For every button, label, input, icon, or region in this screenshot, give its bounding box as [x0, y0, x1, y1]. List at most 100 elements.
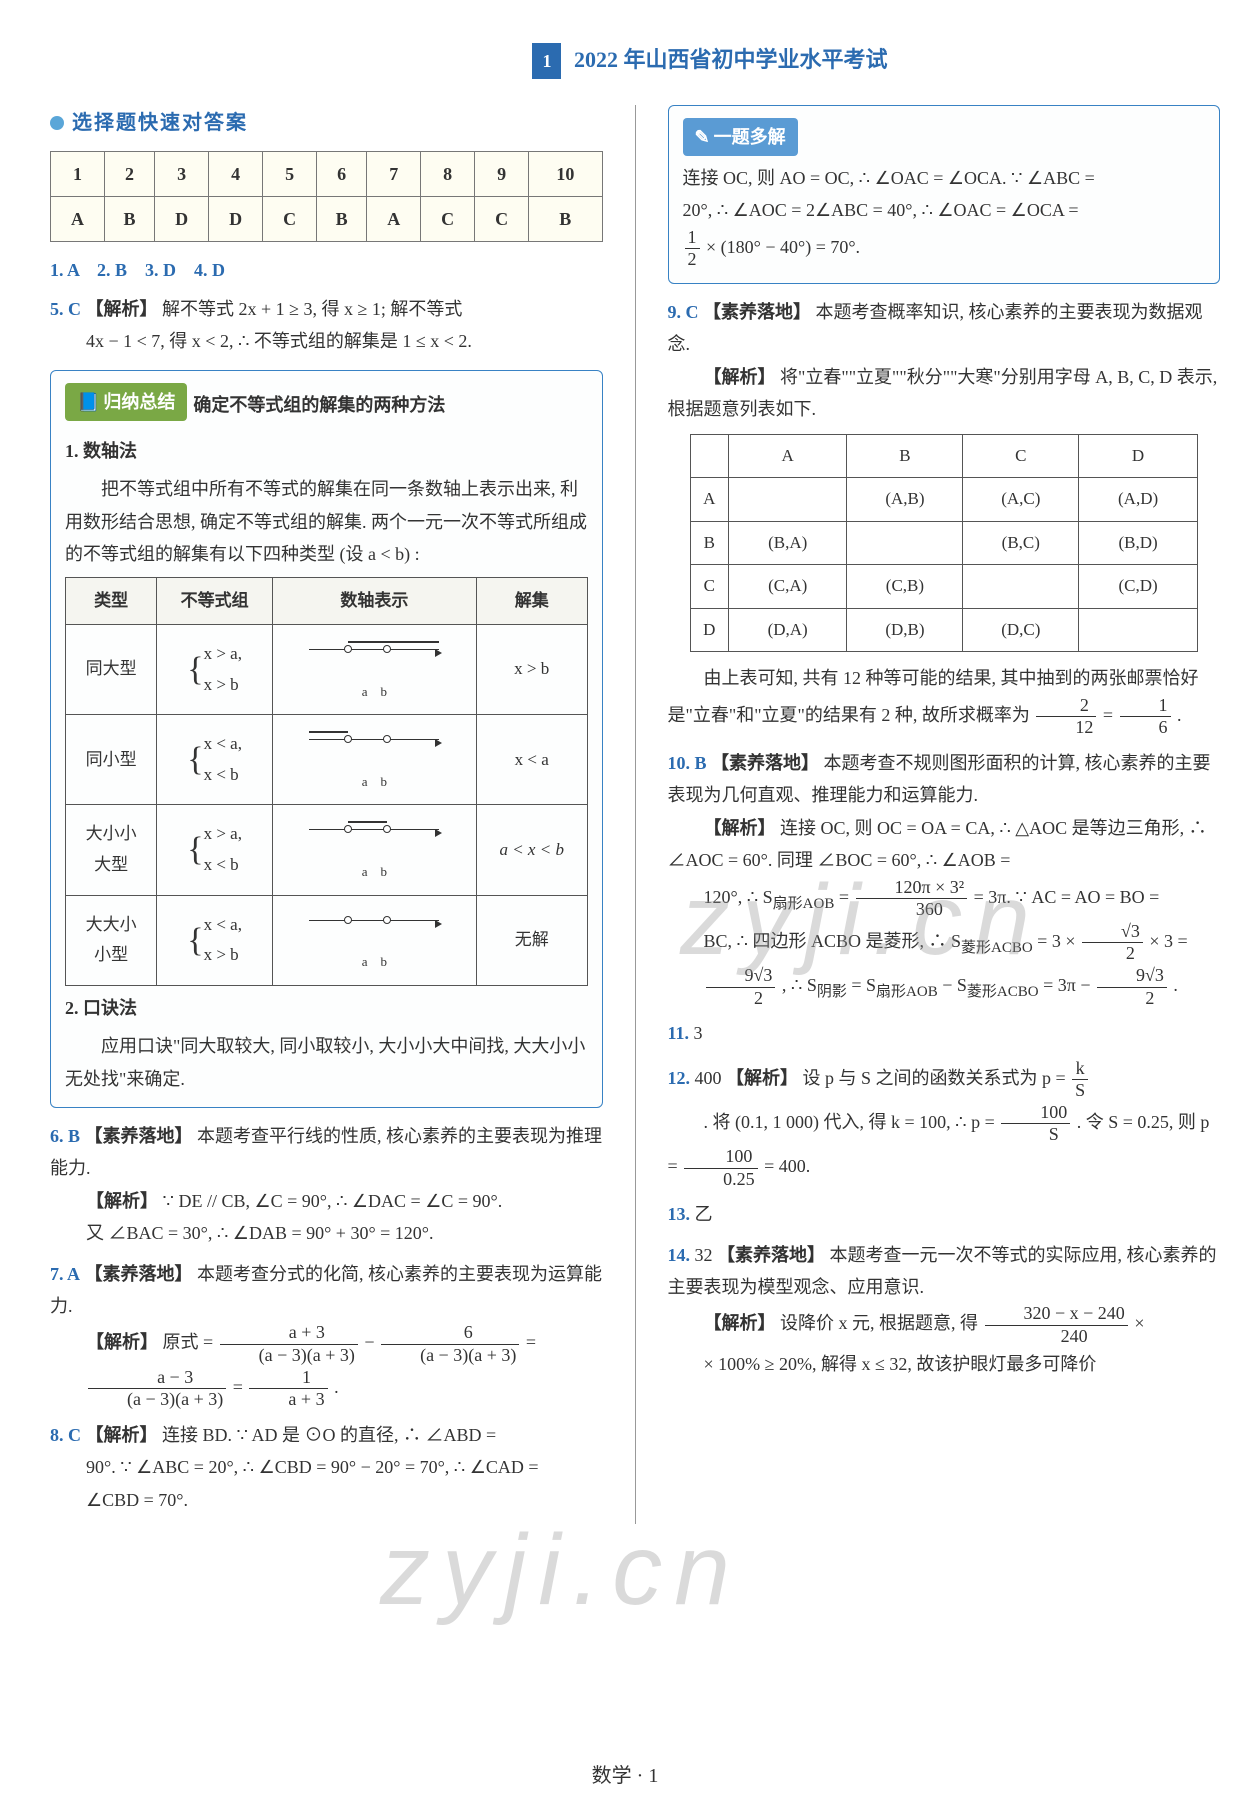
cell: (C,B)	[847, 565, 963, 609]
answer: 32	[695, 1245, 713, 1265]
q13: 13. 乙	[668, 1198, 1221, 1230]
q12: 12. 400 【解析】 设 p 与 S 之间的函数关系式为 p = kS . …	[668, 1058, 1221, 1191]
q6: 6. B 【素养落地】 本题考查平行线的性质, 核心素养的主要表现为推理能力. …	[50, 1120, 603, 1250]
th: 数轴表示	[272, 577, 476, 625]
text: 由上表可知, 共有 12 种等可能的结果, 其中抽到的两张邮票恰好是"立春"和"…	[668, 662, 1221, 739]
cell: D	[1079, 434, 1198, 478]
cell: C	[421, 196, 475, 241]
answer-table: 1 2 3 4 5 6 7 8 9 10 A B D D C B A C C B	[50, 151, 603, 243]
cell	[1079, 608, 1198, 652]
cell: 10	[529, 151, 602, 196]
tag: 【素养落地】	[717, 1245, 825, 1265]
numberline-cell: a b	[272, 895, 476, 985]
column-divider	[635, 105, 636, 1524]
inequality-table: 类型 不等式组 数轴表示 解集 同大型 {x > a,x > b a b x >…	[65, 577, 588, 986]
numberline-cell: a b	[272, 625, 476, 715]
q7: 7. A 【素养落地】 本题考查分式的化简, 核心素养的主要表现为运算能力. 【…	[50, 1258, 603, 1411]
cell: (B,C)	[963, 521, 1079, 565]
method2-title: 2. 口诀法	[65, 992, 588, 1024]
table-row: 1 2 3 4 5 6 7 8 9 10	[51, 151, 603, 196]
table-row: 大小小大型 {x > a,x < b a b a < x < b	[66, 805, 588, 895]
q-num: 7. A	[50, 1264, 80, 1284]
cell: C	[690, 565, 728, 609]
analysis: 【解析】 连接 OC, 则 OC = OA = CA, ∴ △AOC 是等边三角…	[668, 812, 1221, 877]
summary-box: 📘归纳总结 确定不等式组的解集的两种方法 1. 数轴法 把不等式组中所有不等式的…	[50, 370, 603, 1108]
frac-line: a − 3(a − 3)(a + 3) = 1a + 3 .	[50, 1367, 603, 1411]
cell: (A,B)	[847, 478, 963, 522]
cell: 6	[317, 151, 367, 196]
cell: 5	[263, 151, 317, 196]
tag: 【素养落地】	[703, 302, 811, 322]
cell: (C,A)	[728, 565, 847, 609]
cell: D	[155, 196, 209, 241]
quick-answers-title: 选择题快速对答案	[72, 105, 248, 141]
numberline-cell: a b	[272, 805, 476, 895]
cell: (B,D)	[1079, 521, 1198, 565]
th: 解集	[476, 577, 587, 625]
cell: 8	[421, 151, 475, 196]
cell: 无解	[476, 895, 587, 985]
text: 设 p 与 S 之间的函数关系式为 p =	[803, 1068, 1071, 1088]
method1-body: 把不等式组中所有不等式的解集在同一条数轴上表示出来, 利用数形结合思想, 确定不…	[65, 473, 588, 570]
cell: 大大小小型	[66, 895, 157, 985]
q14: 14. 32 【素养落地】 本题考查一元一次不等式的实际应用, 核心素养的主要表…	[668, 1239, 1221, 1380]
quick-answers-header: 选择题快速对答案	[50, 105, 603, 141]
cell: a < x < b	[476, 805, 587, 895]
book-icon: 📘	[77, 392, 99, 412]
cell: {x < a,x > b	[157, 895, 273, 985]
cell: x > b	[476, 625, 587, 715]
cell: 2	[104, 151, 154, 196]
answer: 乙	[695, 1204, 713, 1224]
cell: 9	[475, 151, 529, 196]
text: BC, ∴ 四边形 ACBO 是菱形, ∴ S菱形ACBO = 3 × √32 …	[668, 921, 1221, 965]
q-num: 5. C	[50, 299, 81, 319]
tag: 【素养落地】	[85, 1126, 193, 1146]
cell: C	[963, 434, 1079, 478]
header-title: 2022 年山西省初中学业水平考试	[574, 47, 888, 72]
answer: 400	[695, 1068, 722, 1088]
analysis: 【解析】 将"立春""立夏""秋分""大寒"分别用字母 A, B, C, D 表…	[668, 361, 1221, 426]
cell: 7	[367, 151, 421, 196]
cell	[963, 565, 1079, 609]
q-num: 8. C	[50, 1425, 81, 1445]
cell	[690, 434, 728, 478]
cell	[728, 478, 847, 522]
table-row: B(B,A)(B,C)(B,D)	[690, 521, 1197, 565]
text: 又 ∠BAC = 30°, ∴ ∠DAB = 90° + 30° = 120°.	[50, 1217, 603, 1249]
summary-pill: 📘归纳总结	[65, 383, 187, 421]
cell: B	[104, 196, 154, 241]
cell: 1	[51, 151, 105, 196]
page-footer: 数学 · 1	[592, 1758, 659, 1794]
cell: {x > a,x > b	[157, 625, 273, 715]
tag: 【素养落地】	[85, 1264, 193, 1284]
pill-text: 归纳总结	[103, 392, 175, 412]
header-number: 1	[532, 43, 561, 79]
table-row: A B D D C B A C C B	[51, 196, 603, 241]
q8: 8. C 【解析】 连接 BD. ∵ AD 是 ⊙O 的直径, ∴ ∠ABD =…	[50, 1419, 603, 1516]
cell: (D,C)	[963, 608, 1079, 652]
text: 解不等式 2x + 1 ≥ 3, 得 x ≥ 1; 解不等式	[162, 299, 462, 319]
q-num: 13.	[668, 1204, 691, 1224]
method2-body: 应用口诀"同大取较大, 同小取较小, 大小小大中间找, 大大小小无处找"来确定.	[65, 1030, 588, 1095]
text: 连接 BD. ∵ AD 是 ⊙O 的直径, ∴ ∠ABD =	[162, 1425, 496, 1445]
method1-title: 1. 数轴法	[65, 435, 588, 467]
box-title: 确定不等式组的解集的两种方法	[193, 389, 445, 421]
cell: {x > a,x < b	[157, 805, 273, 895]
numberline-cell: a b	[272, 715, 476, 805]
cell: B	[847, 434, 963, 478]
q-num: 14.	[668, 1245, 691, 1265]
cell: (B,A)	[728, 521, 847, 565]
cell: B	[529, 196, 602, 241]
cell: A	[51, 196, 105, 241]
q10: 10. B 【素养落地】 本题考查不规则图形面积的计算, 核心素养的主要表现为几…	[668, 747, 1221, 1009]
text: 20°, ∴ ∠AOC = 2∠ABC = 40°, ∴ ∠OAC = ∠OCA…	[683, 194, 1206, 226]
multi-pill: ✎一题多解	[683, 118, 798, 156]
q-num: 9. C	[668, 302, 699, 322]
box-header: 📘归纳总结 确定不等式组的解集的两种方法	[65, 383, 588, 427]
cell: (A,D)	[1079, 478, 1198, 522]
th: 类型	[66, 577, 157, 625]
analysis: 【解析】 设降价 x 元, 根据题意, 得 320 − x − 240240 ×	[668, 1303, 1221, 1347]
pencil-icon: ✎	[695, 127, 710, 147]
text: . 将 (0.1, 1 000) 代入, 得 k = 100, ∴ p = 10…	[668, 1102, 1221, 1190]
cell: B	[317, 196, 367, 241]
